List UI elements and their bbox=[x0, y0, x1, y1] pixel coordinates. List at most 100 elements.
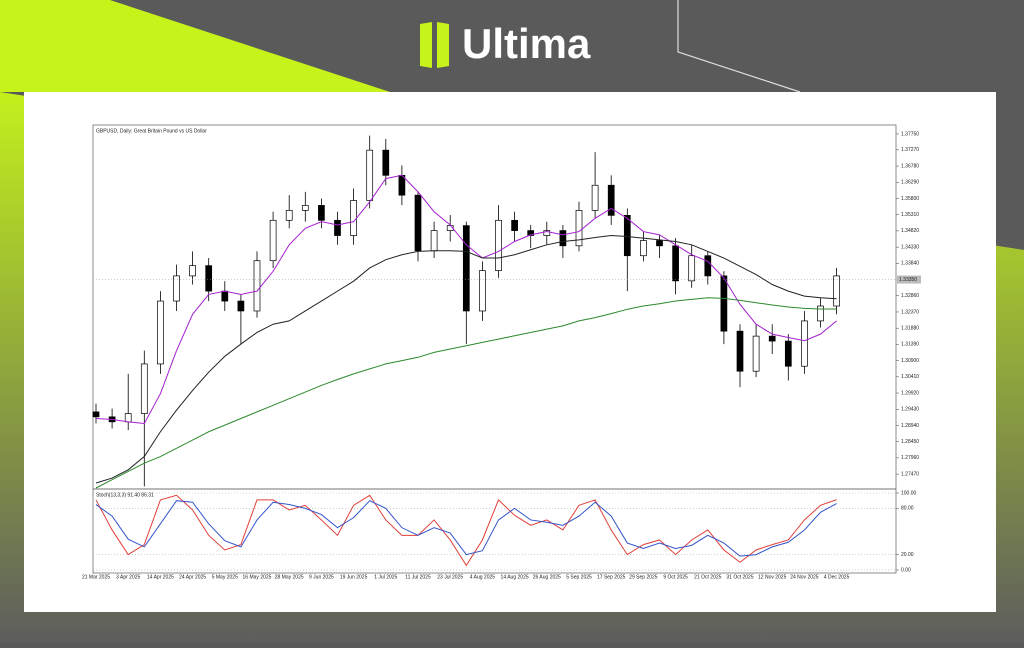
candle-body bbox=[591, 184, 599, 211]
logo-icon bbox=[437, 22, 449, 68]
y-tick-label: 1.31880 bbox=[901, 326, 919, 332]
candle-body bbox=[398, 174, 406, 196]
candle-body bbox=[656, 240, 663, 247]
candle-body bbox=[575, 210, 583, 247]
y-tick-label: 1.36290 bbox=[901, 180, 919, 186]
candle-body bbox=[704, 255, 712, 277]
candle-body bbox=[801, 320, 808, 367]
y-tick-label: 1.27470 bbox=[901, 471, 919, 477]
y-tick-label: 1.27960 bbox=[901, 455, 919, 461]
candle-body bbox=[543, 230, 551, 236]
y-tick-label: 1.29920 bbox=[901, 390, 919, 396]
candle-body bbox=[366, 149, 374, 201]
x-tick-label: 4 Dec 2025 bbox=[824, 574, 850, 580]
x-tick-label: 5 Sep 2025 bbox=[566, 574, 592, 580]
candle-body bbox=[672, 245, 679, 282]
x-tick-label: 5 May 2025 bbox=[212, 574, 238, 580]
candle-body bbox=[414, 194, 422, 252]
candle-body bbox=[334, 219, 341, 236]
candle-body bbox=[527, 230, 535, 236]
y-tick-label: 1.34820 bbox=[901, 228, 919, 234]
y-tick-label: 1.28940 bbox=[901, 423, 919, 429]
indicator-line bbox=[95, 297, 837, 489]
candle-body bbox=[623, 215, 631, 257]
candle-body bbox=[157, 300, 164, 365]
x-tick-label: 24 Apr 2025 bbox=[179, 574, 206, 580]
candle-body bbox=[237, 300, 245, 312]
y-tick-label: 1.37270 bbox=[901, 147, 919, 153]
x-tick-label: 26 Aug 2025 bbox=[533, 574, 561, 580]
frame bbox=[92, 124, 897, 574]
x-tick-label: 19 Jun 2025 bbox=[340, 574, 368, 580]
y-tick-label: 0.00 bbox=[901, 567, 911, 573]
x-tick-label: 14 Aug 2025 bbox=[501, 574, 529, 580]
candle-body bbox=[205, 265, 213, 292]
y-tick-label: 1.34330 bbox=[901, 244, 919, 250]
candle-body bbox=[817, 305, 824, 322]
y-tick-label: 80.00 bbox=[901, 506, 914, 512]
y-tick-label: 1.28450 bbox=[901, 439, 919, 445]
candle-body bbox=[124, 413, 132, 423]
x-tick-label: 14 Apr 2025 bbox=[147, 574, 174, 580]
x-tick-label: 1 Jul 2025 bbox=[374, 574, 397, 580]
x-tick-label: 31 Oct 2025 bbox=[726, 574, 753, 580]
accent bbox=[0, 0, 390, 92]
candle-body bbox=[189, 265, 196, 277]
candle-body bbox=[640, 240, 647, 257]
y-tick-label: 1.33840 bbox=[901, 261, 919, 267]
y-tick-label: 100.00 bbox=[901, 490, 917, 496]
x-tick-label: 21 Oct 2025 bbox=[694, 574, 721, 580]
indicator-line bbox=[95, 174, 837, 425]
y-tick-label: 1.31390 bbox=[901, 342, 919, 348]
candle-body bbox=[607, 184, 615, 216]
candle-body bbox=[559, 230, 567, 247]
price-label: 1.33350 bbox=[899, 277, 917, 283]
x-tick-label: 28 May 2025 bbox=[275, 574, 304, 580]
indicator-line bbox=[95, 500, 837, 557]
candle-body bbox=[479, 270, 486, 312]
x-tick-label: 9 Jun 2025 bbox=[309, 574, 334, 580]
x-tick-label: 23 Jul 2025 bbox=[437, 574, 463, 580]
candle-body bbox=[688, 255, 696, 282]
x-tick-label: 17 Sep 2025 bbox=[597, 574, 626, 580]
logo: Ultima bbox=[462, 20, 591, 67]
candle-body bbox=[382, 149, 390, 176]
candle-body bbox=[318, 205, 325, 221]
candle-body bbox=[350, 200, 357, 236]
candle-body bbox=[768, 335, 776, 342]
candle-body bbox=[269, 219, 277, 262]
indicator-line bbox=[95, 235, 837, 484]
indicator-line bbox=[95, 494, 837, 567]
y-tick-label: 1.29430 bbox=[901, 407, 919, 413]
y-tick-label: 1.30900 bbox=[901, 358, 919, 364]
candle-body bbox=[285, 210, 293, 221]
card bbox=[24, 92, 996, 612]
x-tick-label: 29 Sep 2025 bbox=[629, 574, 658, 580]
candle-body bbox=[301, 205, 309, 211]
y-tick-label: 1.30410 bbox=[901, 374, 919, 380]
candle-body bbox=[462, 225, 470, 312]
candle-body bbox=[752, 335, 760, 372]
y-tick-label: 1.37750 bbox=[901, 131, 919, 137]
candle-body bbox=[495, 219, 502, 271]
candle-body bbox=[736, 330, 744, 372]
candle-body bbox=[720, 275, 728, 332]
logo-icon bbox=[420, 22, 432, 68]
x-tick-label: 21 Mar 2025 bbox=[82, 574, 110, 580]
price-label-box bbox=[897, 275, 921, 284]
y-tick-label: 1.36780 bbox=[901, 163, 919, 169]
y-tick-label: 1.32860 bbox=[901, 293, 919, 299]
x-tick-label: 24 Nov 2025 bbox=[790, 574, 819, 580]
x-tick-label: 12 Nov 2025 bbox=[758, 574, 787, 580]
candle-body bbox=[511, 219, 518, 231]
chart-title: GBPUSD, Daily: Great Britain Pound vs US… bbox=[96, 128, 207, 134]
x-tick-label: 4 Aug 2025 bbox=[470, 574, 496, 580]
y-tick-label: 20.00 bbox=[901, 552, 914, 558]
candle-body bbox=[833, 275, 840, 307]
y-tick-label: 1.35310 bbox=[901, 212, 919, 218]
outline bbox=[677, 0, 801, 93]
candle-body bbox=[173, 275, 180, 302]
candle-body bbox=[92, 411, 100, 418]
